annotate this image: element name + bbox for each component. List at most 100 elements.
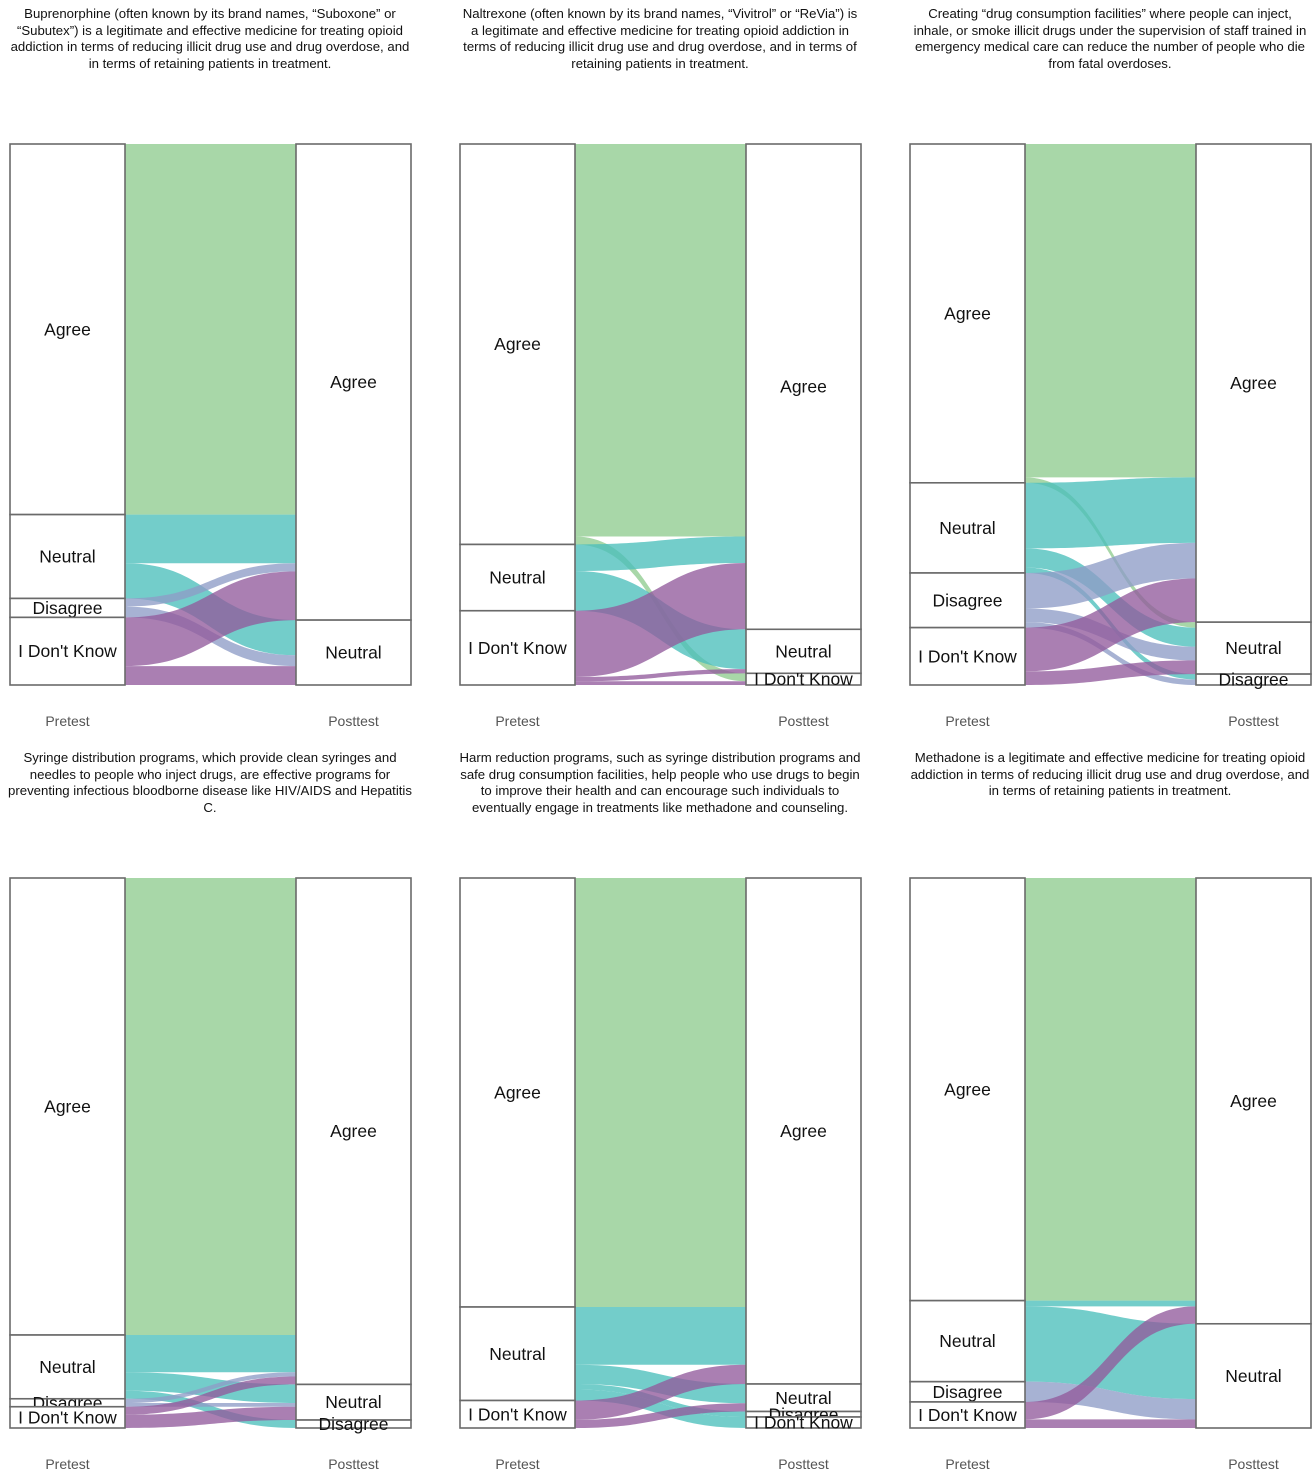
posttest-stratum-label: I Don't Know xyxy=(754,1413,853,1433)
pretest-stratum-label: I Don't Know xyxy=(18,641,117,661)
pretest-stratum-label: Neutral xyxy=(489,568,545,588)
posttest-stratum-label: Neutral xyxy=(1225,1366,1281,1386)
pretest-stratum-i-don-t-know xyxy=(909,626,1026,686)
flow-neutral-to-agree xyxy=(125,514,296,564)
flow-agree-to-agree xyxy=(125,144,296,515)
pretest-stratum-label: Agree xyxy=(494,1083,541,1103)
posttest-stratum-neutral xyxy=(745,1383,862,1413)
pretest-stratum-neutral xyxy=(9,513,126,600)
alluvial-panel: Methadone is a legitimate and effective … xyxy=(908,750,1312,1475)
posttest-stratum-agree xyxy=(1195,877,1312,1325)
flow-agree-to-neutral xyxy=(1025,477,1196,628)
pretest-stratum-label: Agree xyxy=(944,1079,991,1099)
alluvial-plot: Agree Neutral I Don't Know Agree Neutral I Do… xyxy=(459,143,862,729)
pretest-stratum-neutral xyxy=(459,1306,576,1402)
alluvial-panel: Harm reduction programs, such as syringe… xyxy=(458,750,862,1475)
pretest-stratum-agree xyxy=(459,877,576,1308)
posttest-stratum-label: Agree xyxy=(780,1121,827,1141)
alluvial-panel: Naltrexone (often known by its brand nam… xyxy=(458,6,862,732)
flow-disagree-to-neutral xyxy=(1025,1381,1196,1420)
pretest-stratum-agree xyxy=(909,877,1026,1302)
flow-neutral-to-agree xyxy=(575,536,746,571)
posttest-stratum-disagree xyxy=(1195,673,1312,686)
pretest-stratum-label: I Don't Know xyxy=(18,1407,117,1427)
axis-label-posttest: Posttest xyxy=(328,713,379,729)
flow-i-don-t-know-to-agree xyxy=(575,1364,746,1420)
pretest-stratum-label: Disagree xyxy=(932,590,1002,610)
posttest-stratum-label: Neutral xyxy=(1225,638,1281,658)
axis-label-posttest: Posttest xyxy=(1228,1456,1279,1472)
axis-label-posttest: Posttest xyxy=(328,1456,379,1472)
pretest-stratum-label: Agree xyxy=(44,319,91,339)
pretest-stratum-label: I Don't Know xyxy=(918,646,1017,666)
pretest-stratum-i-don-t-know xyxy=(9,616,126,686)
flow-agree-to-agree xyxy=(575,878,746,1307)
flow-disagree-to-agree xyxy=(125,1372,296,1404)
flow-i-don-t-know-to-neutral xyxy=(1025,1419,1196,1428)
posttest-stratum-neutral xyxy=(745,628,862,675)
chart-title: Naltrexone (often known by its brand nam… xyxy=(462,6,858,71)
pretest-stratum-label: I Don't Know xyxy=(468,638,567,658)
posttest-stratum-label: Disagree xyxy=(318,1414,388,1434)
posttest-stratum-neutral xyxy=(1195,621,1312,675)
pretest-stratum-label: Neutral xyxy=(39,1357,95,1377)
pretest-stratum-label: Neutral xyxy=(939,518,995,538)
posttest-stratum-label: Neutral xyxy=(775,641,831,661)
flow-agree-to-agree xyxy=(1025,878,1196,1301)
flow-i-don-t-know-to-agree xyxy=(575,563,746,678)
chart-title: Creating “drug consumption facilities” w… xyxy=(913,6,1307,71)
pretest-stratum-label: Neutral xyxy=(939,1331,995,1351)
posttest-stratum-agree xyxy=(295,877,412,1386)
posttest-stratum-i-don-t-know xyxy=(745,672,862,686)
alluvial-panel: Creating “drug consumption facilities” w… xyxy=(908,6,1312,732)
posttest-stratum-neutral xyxy=(295,619,412,686)
pretest-stratum-label: I Don't Know xyxy=(918,1405,1017,1425)
pretest-stratum-label: I Don't Know xyxy=(468,1404,567,1424)
pretest-stratum-label: Agree xyxy=(44,1097,91,1117)
flow-neutral-to-agree xyxy=(575,1307,746,1365)
flow-neutral-to-agree xyxy=(1025,1300,1196,1307)
flow-i-don-t-know-to-agree xyxy=(1025,578,1196,672)
pretest-stratum-label: Disagree xyxy=(932,1382,1002,1402)
posttest-stratum-agree xyxy=(745,877,862,1385)
chart-title: Syringe distribution programs, which pro… xyxy=(8,750,412,815)
posttest-stratum-label: Neutral xyxy=(325,1392,381,1412)
flow-i-don-t-know-to-neutral xyxy=(125,666,296,685)
flow-neutral-to-agree xyxy=(125,1335,296,1373)
posttest-stratum-neutral xyxy=(295,1383,412,1421)
pretest-stratum-label: Disagree xyxy=(32,598,102,618)
alluvial-plot: Agree Neutral Disagree I Don't Know Agree Neu… xyxy=(909,877,1312,1472)
flow-disagree-to-disagree xyxy=(1025,622,1196,685)
axis-label-posttest: Posttest xyxy=(778,713,829,729)
flow-i-don-t-know-to-neutral xyxy=(575,669,746,682)
pretest-stratum-i-don-t-know xyxy=(909,1401,1026,1429)
posttest-stratum-label: Neutral xyxy=(325,643,381,663)
posttest-stratum-label: Disagree xyxy=(1218,670,1288,690)
pretest-stratum-i-don-t-know xyxy=(459,609,576,686)
posttest-stratum-disagree xyxy=(295,1419,412,1429)
posttest-stratum-label: Agree xyxy=(330,1121,377,1141)
axis-label-pretest: Pretest xyxy=(45,713,89,729)
flow-i-don-t-know-to-agree xyxy=(1025,1306,1196,1420)
flow-disagree-to-agree xyxy=(1025,542,1196,609)
posttest-stratum-i-don-t-know xyxy=(745,1416,862,1429)
alluvial-panel: Syringe distribution programs, which pro… xyxy=(8,750,412,1475)
flow-agree-to-agree xyxy=(125,878,296,1336)
axis-label-pretest: Pretest xyxy=(945,713,989,729)
pretest-stratum-label: Agree xyxy=(944,303,991,323)
posttest-stratum-label: I Don't Know xyxy=(754,669,853,689)
posttest-stratum-label: Agree xyxy=(780,377,827,397)
posttest-stratum-label: Agree xyxy=(1230,373,1277,393)
pretest-stratum-i-don-t-know xyxy=(9,1405,126,1429)
flow-i-don-t-know-to-agree xyxy=(125,1376,296,1415)
alluvial-plot: Agree Neutral Disagree I Don't Know Agree Neu… xyxy=(909,143,1312,729)
pretest-stratum-i-don-t-know xyxy=(459,1399,576,1429)
flow-i-don-t-know-to-agree xyxy=(125,571,296,667)
axis-label-pretest: Pretest xyxy=(495,1456,539,1472)
pretest-stratum-neutral xyxy=(909,1299,1026,1383)
axis-label-pretest: Pretest xyxy=(945,1456,989,1472)
posttest-stratum-label: Agree xyxy=(1230,1091,1277,1111)
